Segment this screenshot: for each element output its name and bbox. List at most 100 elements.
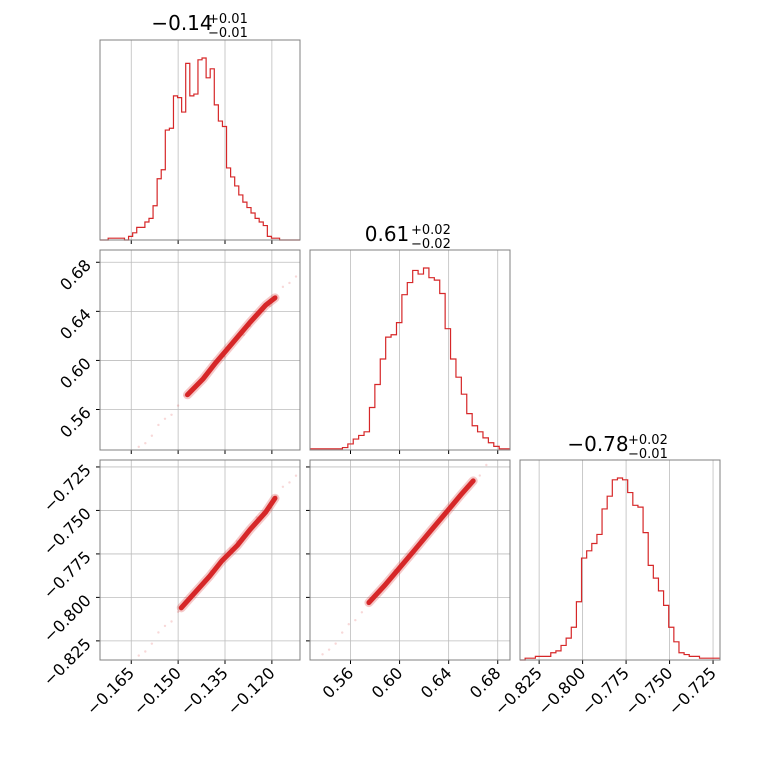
title-p1-value: 0.61 — [365, 222, 410, 246]
xtick-label-p2-1: −0.800 — [534, 663, 589, 718]
scatter-1-point-6 — [264, 510, 268, 514]
scatter-0-contour — [185, 295, 278, 398]
scatter-0-point-0 — [185, 393, 190, 397]
scatter-1-point-0 — [179, 606, 183, 610]
scatter-2-point-7 — [471, 479, 475, 483]
scatter-0-point-7 — [273, 296, 277, 300]
scatter-1-point-4 — [235, 543, 240, 547]
scatter-1-outlier-10 — [170, 620, 173, 623]
scatter-0-outlier-11 — [176, 404, 180, 407]
ytick-label-p2-3: −0.750 — [40, 504, 95, 559]
title-p2: −0.78 — [567, 432, 628, 456]
scatter-0-outlier-5 — [137, 445, 140, 449]
title-p0: −0.14 — [151, 11, 212, 35]
scatter-bg-0 — [100, 250, 300, 450]
scatter-1-outlier-9 — [163, 624, 167, 628]
scatter-0-point-2 — [214, 361, 218, 365]
hist-bg-0 — [100, 40, 300, 240]
title-p1: 0.61 — [365, 222, 410, 246]
scatter-panel-1 — [96, 459, 301, 664]
scatter-2-outlier-1 — [321, 653, 324, 656]
ytick-label-p2-4: −0.725 — [40, 460, 95, 515]
scatter-1-point-1 — [192, 592, 196, 596]
title-p1-minus: −0.02 — [411, 237, 451, 252]
hist-bg-1 — [310, 250, 510, 450]
scatter-1-outlier-7 — [150, 642, 154, 645]
scatter-1-outlier-28 — [288, 481, 291, 484]
scatter-2-point-2 — [397, 566, 402, 570]
xtick-label-p0-0: −0.165 — [83, 663, 138, 718]
scatter-0-outlier-6 — [144, 442, 147, 445]
scatter-2-point-4 — [428, 529, 432, 533]
title-p0-plus: +0.01 — [208, 12, 248, 27]
xtick-label-p0-2: −0.135 — [177, 663, 232, 718]
scatter-frame-2 — [309, 459, 511, 661]
scatter-0-outlier-10 — [170, 413, 173, 416]
scatter-0-outlier-7 — [150, 434, 154, 437]
ytick-label-p1-0: 0.56 — [56, 403, 95, 442]
scatter-frame-1 — [99, 459, 301, 661]
scatter-1-outlier-5 — [137, 654, 140, 657]
xtick-label-p1-0: 0.56 — [319, 663, 358, 702]
ytick-label-p1-3: 0.68 — [56, 256, 95, 295]
title-p2-plus: +0.02 — [628, 433, 668, 448]
scatter-2-point-6 — [459, 493, 463, 497]
scatter-2-point-5 — [443, 512, 447, 516]
scatter-0-point-5 — [248, 320, 252, 324]
xtick-label-p1-1: 0.60 — [368, 663, 407, 702]
ytick-label-p2-0: −0.825 — [40, 634, 95, 689]
title-p1-plus: +0.02 — [411, 223, 451, 238]
scatter-1-outlier-8 — [157, 631, 160, 634]
title-p2-minus: −0.01 — [628, 447, 668, 462]
scatter-1-outlier-6 — [144, 650, 147, 653]
histogram-0 — [100, 57, 300, 241]
hist-panel-2 — [519, 459, 721, 664]
hist-panel-1 — [309, 249, 511, 454]
histogram-1 — [310, 267, 510, 450]
scatter-2-contour — [366, 478, 476, 606]
xtick-label-p2-4: −0.725 — [665, 663, 720, 718]
scatter-2-outlier-4 — [341, 631, 344, 634]
scatter-0-outlier-29 — [294, 275, 298, 278]
scatter-2-point-0 — [367, 601, 371, 605]
scatter-1-contour — [178, 495, 278, 611]
scatter-1-outlier-11 — [176, 610, 180, 614]
scatter-0-outlier-27 — [281, 285, 285, 289]
scatter-0-point-3 — [223, 350, 227, 354]
ytick-label-p2-1: −0.800 — [40, 591, 95, 646]
xtick-label-p0-3: −0.120 — [223, 663, 278, 718]
title-p0-value: −0.14 — [151, 11, 212, 35]
scatter-2-outlier-5 — [347, 623, 350, 626]
hist-frame-1 — [309, 249, 511, 451]
scatter-2-point-3 — [412, 548, 416, 553]
hist-bg-2 — [520, 460, 720, 660]
scatter-0-outlier-28 — [288, 281, 291, 285]
scatter-2-outlier-3 — [334, 642, 337, 645]
scatter-0-point-1 — [201, 377, 205, 381]
ytick-label-p2-2: −0.775 — [40, 547, 95, 602]
scatter-1-outlier-27 — [281, 485, 285, 488]
scatter-1-point-2 — [207, 574, 211, 579]
scatter-0-outlier-8 — [157, 423, 160, 427]
scatter-1-point-7 — [273, 496, 277, 500]
scatter-0-point-4 — [235, 335, 240, 339]
scatter-0-point-6 — [264, 303, 268, 307]
ytick-label-p1-2: 0.64 — [56, 305, 95, 344]
title-p2-value: −0.78 — [567, 432, 628, 456]
scatter-2-outlier-6 — [354, 618, 357, 622]
scatter-panel-0 — [96, 249, 301, 454]
scatter-1-point-3 — [220, 559, 224, 563]
xtick-label-p0-1: −0.150 — [130, 663, 185, 718]
scatter-2-outlier-25 — [478, 474, 481, 477]
histogram-2 — [520, 477, 720, 661]
hist-frame-2 — [519, 459, 721, 661]
ytick-label-p1-1: 0.60 — [56, 354, 95, 393]
hist-frame-0 — [99, 39, 301, 241]
scatter-panel-2 — [306, 459, 511, 664]
scatter-0-outlier-9 — [163, 417, 167, 420]
scatter-frame-0 — [99, 249, 301, 451]
xtick-label-p1-2: 0.64 — [417, 663, 456, 702]
xtick-label-p2-3: −0.750 — [621, 663, 676, 718]
